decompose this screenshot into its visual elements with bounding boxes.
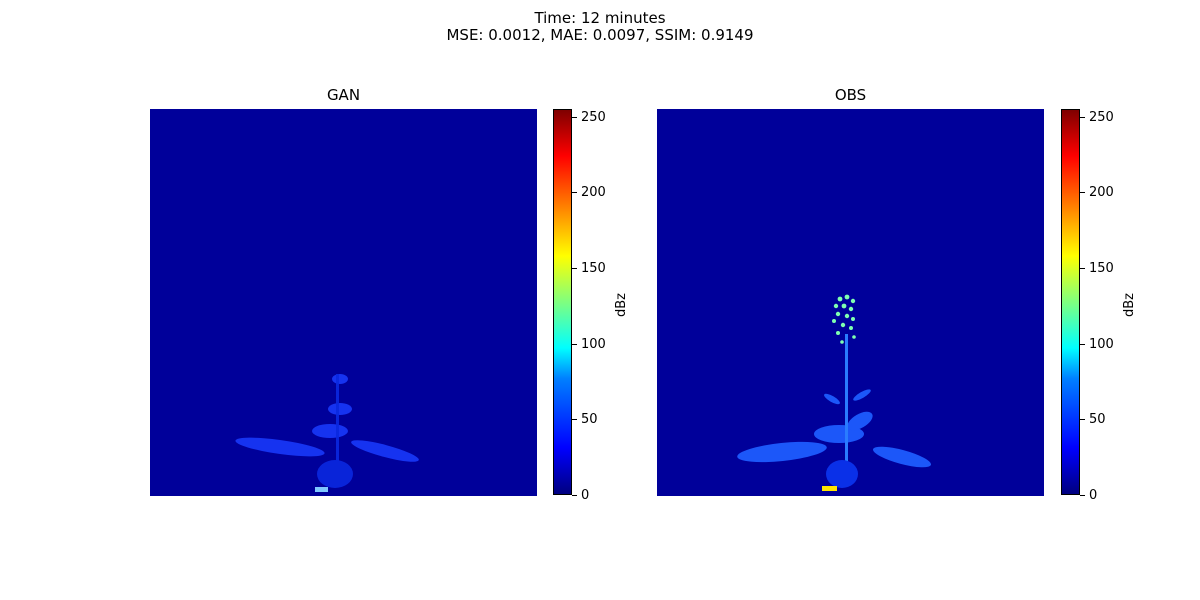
gan-colorbar	[553, 109, 572, 495]
gan-colorbar-tick-label: 250	[581, 110, 606, 125]
obs-heatmap	[657, 109, 1044, 496]
gan-panel-title: GAN	[326, 86, 361, 104]
obs-flower-cluster	[832, 294, 856, 344]
obs-colorbar-tickmark	[1080, 419, 1085, 420]
obs-colorbar-tickmark	[1080, 192, 1085, 193]
gan-leaf-upper	[328, 403, 352, 415]
obs-colorbar-tick-label: 100	[1089, 337, 1114, 352]
obs-colorbar-tickmark	[1080, 117, 1085, 118]
obs-colorbar-tick-label: 150	[1089, 261, 1114, 276]
gan-colorbar-tickmark	[572, 419, 577, 420]
gan-colorbar-tickmark	[572, 117, 577, 118]
gan-colorbar-tickmark	[572, 344, 577, 345]
obs-colorbar-tickmark	[1080, 344, 1085, 345]
obs-stem	[845, 334, 848, 484]
obs-leaf-left	[737, 441, 827, 463]
obs-leaf-upper-right	[847, 411, 873, 431]
figure-title-line2: MSE: 0.0012, MAE: 0.0097, SSIM: 0.9149	[446, 26, 754, 44]
obs-colorbar-tick-label: 0	[1089, 488, 1098, 503]
gan-leaf-center	[312, 424, 348, 438]
obs-colorbar-tick-label: 250	[1089, 110, 1114, 125]
gan-plant-image	[235, 374, 419, 492]
gan-colorbar-tickmark	[572, 268, 577, 269]
gan-heatmap	[150, 109, 537, 496]
gan-leaf-right	[351, 440, 419, 462]
gan-colorbar-label: dBz	[614, 293, 629, 317]
gan-stem	[336, 374, 339, 484]
obs-colorbar-tick-label: 50	[1089, 412, 1106, 427]
obs-colorbar-tick-label: 200	[1089, 185, 1114, 200]
gan-colorbar-tick-label: 150	[581, 261, 606, 276]
obs-colorbar	[1061, 109, 1080, 495]
obs-colorbar-tickmark	[1080, 268, 1085, 269]
obs-colorbar-label: dBz	[1122, 293, 1137, 317]
gan-colorbar-tick-label: 100	[581, 337, 606, 352]
obs-colorbar-tickmark	[1080, 495, 1085, 496]
gan-colorbar-tick-label: 50	[581, 412, 598, 427]
gan-colorbar-tickmark	[572, 495, 577, 496]
obs-leaf-right	[872, 446, 932, 468]
figure-title-line1: Time: 12 minutes	[534, 9, 666, 27]
gan-colorbar-tickmark	[572, 192, 577, 193]
obs-base	[826, 460, 858, 488]
obs-leaf-mid-right	[853, 389, 871, 401]
obs-label-tag	[822, 486, 837, 491]
obs-plant-image	[737, 294, 932, 491]
gan-base	[317, 460, 353, 488]
obs-leaf-mid-left	[824, 393, 840, 405]
gan-leaf-top	[332, 374, 348, 384]
gan-label-tag	[315, 487, 328, 492]
obs-panel-title: OBS	[834, 86, 867, 104]
gan-colorbar-tick-label: 200	[581, 185, 606, 200]
gan-colorbar-tick-label: 0	[581, 488, 590, 503]
gan-leaf-left	[235, 437, 325, 457]
